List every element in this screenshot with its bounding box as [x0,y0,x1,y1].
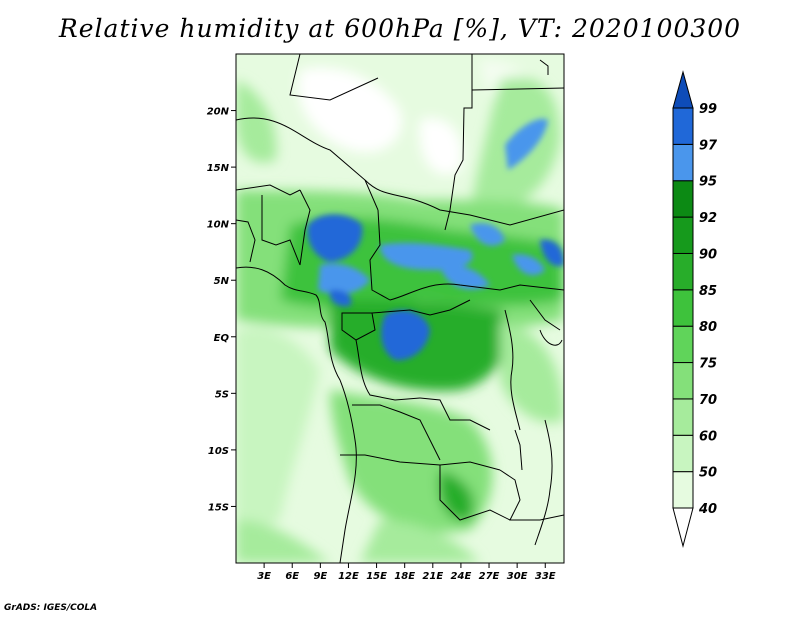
colorbar-segment [672,180,694,218]
colorbar-segment [672,216,694,254]
lat-tick-label: 5S [215,389,229,400]
colorbar-label: 60 [699,429,717,444]
colorbar-label: 50 [699,466,717,481]
lon-tick-label: 27E [479,571,500,582]
colorbar-segment [672,434,694,473]
colorbar: 40 50 60 70 75 80 85 90 92 95 97 99 [672,70,718,548]
lat-tick-label: EQ [214,333,230,344]
colorbar-low-arrow [672,507,694,548]
lon-axis: 3E 6E 9E 12E 15E 18E 21E 24E 27E 30E 33E [257,563,556,582]
colorbar-label: 75 [699,357,717,372]
colorbar-label: 40 [698,502,717,517]
colorbar-label: 80 [699,320,717,335]
colorbar-label: 92 [699,211,717,226]
lat-tick-label: 10N [207,220,230,231]
lon-tick-label: 33E [535,571,556,582]
country-borders [236,54,564,563]
lon-tick-label: 3E [257,571,271,582]
lon-tick-label: 15E [366,571,387,582]
lon-tick-label: 18E [394,571,415,582]
lat-tick-label: 5N [214,276,230,287]
humidity-field [236,54,564,563]
colorbar-segment [672,471,694,509]
lon-tick-label: 6E [285,571,299,582]
map-title: Relative humidity at 600hPa [%], VT: 202… [58,14,742,43]
colorbar-label: 85 [699,284,717,299]
lat-tick-label: 10S [208,446,229,457]
lat-axis: 20N 15N 10N 5N EQ 5S 10S 15S [207,107,236,513]
colorbar-label: 70 [699,393,717,408]
colorbar-segment [672,398,694,436]
lon-tick-label: 9E [313,571,327,582]
colorbar-segment [672,252,694,291]
colorbar-high-arrow [672,70,694,109]
lat-tick-label: 15N [207,163,230,174]
lon-tick-label: 12E [338,571,359,582]
colorbar-label: 97 [699,138,718,153]
colorbar-segment [672,107,694,145]
colorbar-label: 99 [699,102,717,117]
colorbar-segment [672,143,694,182]
lon-tick-label: 30E [507,571,528,582]
grads-credit: GrADS: IGES/COLA [4,603,98,613]
colorbar-segment [672,289,694,327]
lat-tick-label: 15S [208,502,229,513]
colorbar-segment [672,362,694,400]
colorbar-label: 90 [699,247,717,262]
map-frame [235,53,565,564]
colorbar-label: 95 [699,175,717,190]
lon-tick-label: 21E [422,571,443,582]
colorbar-segment [672,325,694,364]
lat-tick-label: 20N [207,107,230,118]
lon-tick-label: 24E [451,571,472,582]
